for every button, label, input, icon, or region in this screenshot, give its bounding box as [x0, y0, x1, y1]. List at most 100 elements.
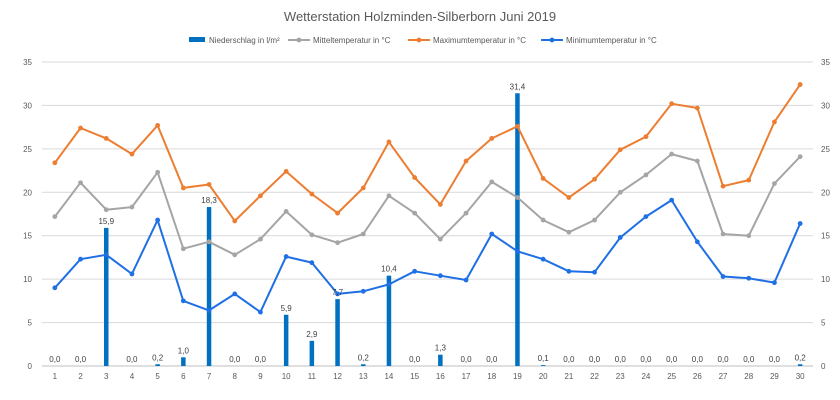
y-tick-label: 0	[28, 362, 33, 371]
maximum-line	[54, 84, 801, 222]
x-tick-label: 24	[641, 372, 650, 381]
mittel-point	[669, 151, 675, 157]
precip-data-label: 0,2	[795, 353, 807, 362]
minimum-point	[437, 273, 443, 279]
maximum-point	[309, 191, 315, 197]
x-tick-label: 26	[693, 372, 702, 381]
x-tick-label: 30	[796, 372, 805, 381]
mittel-point	[437, 236, 443, 242]
mittel-point	[720, 231, 726, 237]
minimum-point	[617, 235, 623, 240]
legend-swatch-precip	[189, 37, 205, 42]
precip-data-label: 7,7	[332, 288, 344, 297]
minimum-point	[669, 197, 675, 203]
precip-bar	[515, 93, 520, 367]
maximum-point	[412, 175, 418, 180]
x-tick-label: 13	[359, 372, 368, 381]
maximum-point	[335, 210, 340, 216]
x-tick-label: 17	[462, 372, 471, 381]
y2-tick-label: 15	[821, 232, 830, 241]
minimum-point	[515, 248, 520, 254]
precip-data-label: 0,0	[717, 355, 729, 364]
maximum-point	[797, 82, 803, 87]
precip-data-label: 1,3	[435, 344, 447, 353]
mittel-point	[463, 210, 469, 216]
mittel-point	[258, 236, 263, 242]
maximum-point	[772, 119, 777, 125]
mittel-point	[180, 246, 186, 252]
precip-data-label: 0,2	[152, 353, 164, 362]
maximum-point	[643, 134, 649, 140]
precip-data-label: 0,0	[640, 355, 652, 364]
precip-data-label: 0,0	[229, 355, 241, 364]
mittel-point	[309, 232, 315, 238]
precip-data-label: 0,2	[358, 353, 370, 362]
maximum-point	[232, 218, 238, 224]
minimum-point	[463, 277, 469, 283]
minimum-point	[180, 298, 186, 304]
maximum-point	[566, 195, 572, 200]
x-axis: 1 2 3 4 5 6 7 8 9 10 11 12 13 14 15 16 17 18 19 20 21 22 23 24 2…	[53, 372, 806, 381]
y-tick-label: 30	[23, 101, 32, 110]
precip-data-label: 18,3	[201, 196, 217, 205]
mittel-point	[772, 181, 777, 187]
minimum-point	[360, 288, 366, 294]
precip-bar	[155, 364, 160, 366]
minimum-point	[103, 252, 109, 258]
minimum-point	[232, 291, 238, 297]
y-tick-label: 20	[23, 188, 32, 197]
minimum-point	[258, 309, 263, 315]
minimum-point	[643, 214, 649, 220]
mittel-point	[617, 189, 623, 195]
legend-swatch-marker	[296, 37, 302, 43]
minimum-point	[206, 308, 212, 313]
mittel-point	[643, 172, 649, 178]
mittel-point	[515, 195, 520, 200]
x-tick-label: 22	[590, 372, 599, 381]
mittel-point	[746, 233, 752, 239]
maximum-point	[669, 101, 675, 107]
precip-bar	[335, 299, 340, 366]
precip-data-label: 0,0	[563, 355, 575, 364]
precip-bar	[181, 357, 186, 366]
maximum-point	[360, 185, 366, 191]
x-tick-label: 11	[308, 372, 317, 381]
precip-data-label: 2,9	[306, 330, 318, 339]
precip-data-label: 0,0	[486, 355, 498, 364]
precip-data-label: 0,0	[743, 355, 755, 364]
maximum-point	[129, 151, 135, 157]
precip-bar	[309, 340, 315, 366]
precip-data-label: 0,0	[692, 355, 704, 364]
precip-data-label: 15,9	[98, 217, 114, 226]
y2-tick-label: 10	[821, 275, 830, 284]
precip-bar	[361, 364, 366, 366]
minimum-point	[694, 239, 700, 245]
maximum-point	[592, 176, 597, 182]
precip-bar	[104, 227, 109, 366]
minimum-point	[566, 268, 572, 274]
x-tick-label: 18	[487, 372, 496, 381]
y-tick-label: 25	[23, 145, 32, 154]
mittel-point	[360, 231, 366, 237]
maximum-point	[283, 169, 289, 174]
x-tick-label: 5	[155, 372, 160, 381]
minimum-point	[78, 256, 83, 262]
mittel-point	[797, 154, 803, 160]
y-tick-label: 5	[28, 319, 33, 328]
precip-data-label: 10,4	[381, 265, 397, 274]
x-tick-label: 4	[130, 372, 135, 381]
y-tick-label: 15	[23, 232, 32, 241]
minimum-point	[129, 271, 135, 277]
y2-tick-label: 0	[821, 362, 826, 371]
minimum-point	[335, 291, 340, 297]
minimum-point	[283, 254, 289, 259]
precip-data-label: 0,0	[769, 355, 781, 364]
mittel-point	[155, 169, 161, 175]
precip-data-label: 1,0	[178, 346, 190, 355]
maximum-point	[206, 182, 212, 187]
minimum-point	[412, 268, 418, 274]
maximum-point	[489, 136, 495, 141]
y-tick-label: 10	[23, 275, 32, 284]
precip-bar	[438, 354, 443, 366]
maximum-point	[258, 193, 263, 199]
